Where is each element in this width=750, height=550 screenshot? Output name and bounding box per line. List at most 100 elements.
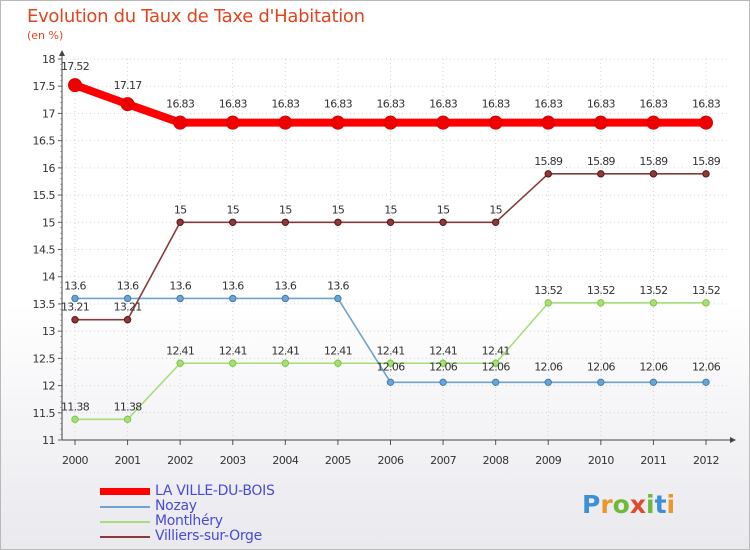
data-point [229,359,237,367]
data-point [120,97,135,112]
x-tick-label: 2004 [272,454,298,467]
data-label: 12.41 [429,344,457,357]
data-point [386,218,395,226]
data-label: 13.6 [117,279,139,292]
x-tick-label: 2008 [483,454,509,467]
legend-swatch [100,506,150,508]
data-label: 13.6 [327,279,349,292]
data-label: 13.52 [639,284,667,297]
y-tick-label: 16.5 [33,135,56,148]
data-label: 16.83 [534,98,563,111]
data-point [439,359,447,367]
y-tick-label: 15 [42,216,55,229]
logo-letter: i [646,490,655,519]
x-axis-arrow [730,437,736,443]
data-label: 11.38 [114,400,143,413]
data-point [281,294,290,303]
logo-letter: t [654,490,667,519]
data-label: 15.89 [534,155,563,168]
data-label: 12.41 [166,344,194,357]
y-tick-label: 13 [42,325,55,338]
data-point [383,115,398,130]
data-label: 15.89 [587,155,616,168]
data-label: 12.06 [377,360,406,373]
data-point [544,378,552,387]
y-tick-label: 18 [42,53,55,66]
x-tick-label: 2000 [62,454,88,467]
legend-swatch [100,521,150,523]
data-label: 13.52 [534,284,562,297]
data-point [330,115,345,130]
data-point [176,218,184,226]
data-point [229,294,237,303]
data-label: 12.41 [324,344,352,357]
data-point [281,218,290,226]
data-label: 15.89 [692,155,721,168]
data-label: 17.17 [114,79,143,92]
data-point [699,115,713,130]
data-label: 13.6 [222,279,244,292]
data-label: 16.83 [271,98,300,111]
data-label: 12.06 [534,360,563,373]
data-point [386,378,395,387]
data-point [176,294,184,303]
data-point [649,378,658,387]
data-label: 13.21 [61,301,89,314]
data-label: 15 [174,203,187,216]
data-label: 15.89 [639,155,668,168]
legend-label: Villiers-sur-Orge [155,528,262,544]
data-label: 13.52 [692,284,720,297]
y-tick-label: 17 [42,107,55,120]
data-label: 16.83 [219,98,248,111]
data-point [278,115,293,130]
data-label: 16.83 [166,98,195,111]
data-label: 12.06 [482,360,511,373]
y-tick-label: 14 [42,271,55,284]
data-point [68,78,82,93]
x-tick-label: 2011 [640,454,666,467]
data-label: 15 [226,203,239,216]
data-point [71,294,79,303]
y-tick-label: 11.5 [33,407,56,420]
data-label: 12.06 [639,360,668,373]
data-label: 13.21 [114,301,142,314]
x-tick-label: 2002 [167,454,193,467]
data-label: 13.6 [64,279,86,292]
logo-letter: i [666,490,676,519]
data-label: 13.52 [587,284,615,297]
y-tick-label: 17.5 [33,80,56,93]
x-tick-label: 2012 [693,454,719,467]
data-point [334,359,342,367]
y-tick-label: 15.5 [33,189,56,202]
x-tick-label: 2007 [430,454,456,467]
y-tick-label: 12.5 [33,352,56,365]
data-label: 12.41 [219,344,247,357]
data-label: 16.83 [429,98,458,111]
data-point [488,115,503,130]
data-point [334,218,342,226]
data-point [123,316,132,324]
legend-label: Nozay [155,498,197,514]
x-tick-label: 2005 [325,454,351,467]
data-point [225,115,240,130]
data-point [702,378,710,387]
data-point [649,299,658,307]
data-point [439,218,447,226]
y-tick-label: 13.5 [33,298,56,311]
x-tick-label: 2009 [535,454,561,467]
data-point [229,218,237,226]
x-tick-label: 2010 [588,454,614,467]
data-label: 12.06 [429,360,458,373]
data-point [702,170,710,178]
y-axis-arrow [59,50,65,56]
logo-letter: r [600,490,613,519]
data-label: 15 [332,203,345,216]
data-label: 16.83 [587,98,616,111]
data-point [646,115,661,130]
data-point [386,359,395,367]
data-point [71,316,79,324]
data-point [176,359,184,367]
proxiti-logo: Proxiti [582,490,675,519]
legend-label: LA VILLE-DU-BOIS [155,483,275,499]
data-point [597,170,605,178]
